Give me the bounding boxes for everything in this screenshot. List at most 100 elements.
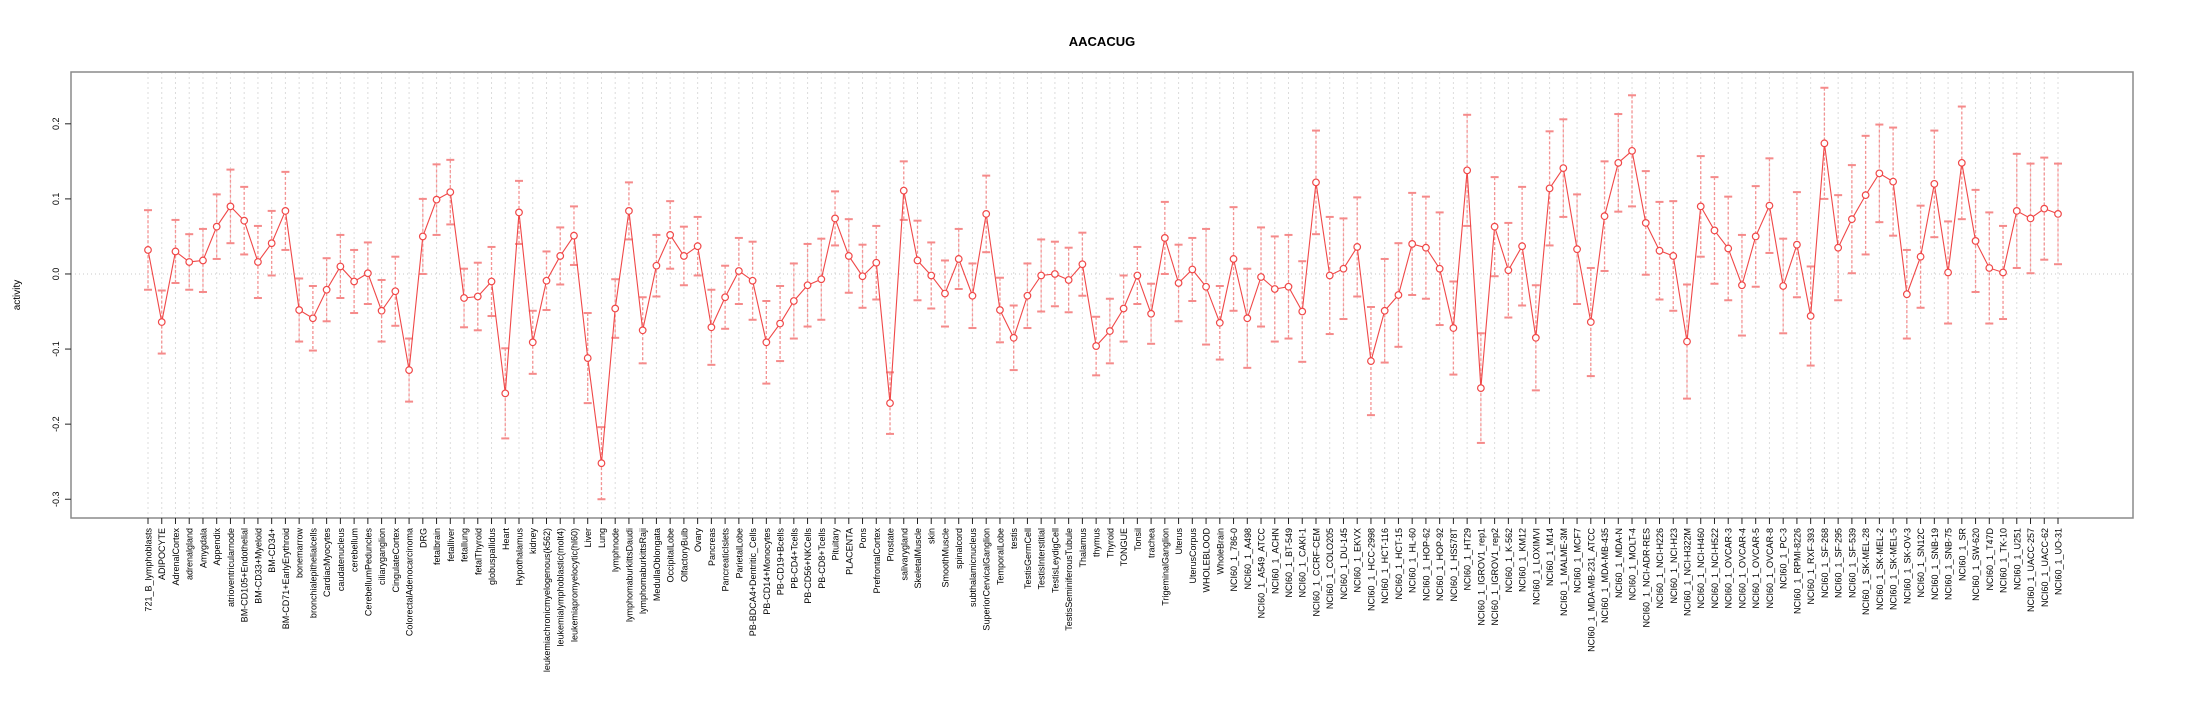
data-point: [308, 314, 317, 323]
x-tick-label: NCI60_1_MALME-3M: [1559, 528, 1569, 616]
data-point: [350, 277, 359, 286]
x-tick-label: fetalliver: [446, 528, 456, 562]
data-point: [322, 285, 331, 294]
data-point: [1614, 158, 1623, 167]
data-point: [803, 281, 812, 290]
x-tick-label: PB-CD19+Bcells: [776, 528, 786, 596]
x-tick-label: ColorectalAdenocarcinoma: [405, 528, 415, 636]
data-point: [1889, 177, 1898, 186]
x-tick-label: kidney: [528, 528, 538, 555]
x-tick-label: subthalamicnucleus: [968, 528, 978, 608]
data-point: [1435, 264, 1444, 273]
x-tick-label: NCI60_1_MOLT-4: [1628, 528, 1638, 600]
x-tick-label: fetalThyroid: [473, 528, 483, 575]
x-tick-label: OlfactoryBulb: [679, 528, 689, 582]
data-point: [1353, 243, 1362, 251]
x-tick-label: NCI60_1_DU-145: [1339, 528, 1349, 600]
x-tick-label: NCI60_1_SF-268: [1820, 528, 1830, 598]
x-tick-label: Pituitary: [831, 528, 841, 561]
data-point: [542, 276, 551, 285]
x-tick-label: NCI60_1_NCI-ADR-RES: [1641, 528, 1651, 628]
data-point: [1449, 324, 1458, 332]
x-tick-label: NCI60_1_NCI-H460: [1696, 528, 1706, 609]
data-point: [1751, 232, 1760, 241]
data-point: [1380, 306, 1389, 315]
data-point: [1861, 191, 1870, 200]
x-tick-label: NCI60_1_OVCAR-3: [1724, 528, 1734, 609]
x-tick-label: TONGUE: [1119, 528, 1129, 566]
data-point: [1037, 271, 1046, 280]
x-tick-label: TestisInterstitial: [1037, 528, 1047, 590]
data-point: [1257, 273, 1265, 281]
data-point: [1174, 279, 1183, 287]
x-tick-label: bronchialepithelialcells: [308, 528, 318, 619]
data-point: [1930, 179, 1939, 188]
y-tick-label: 0.0: [51, 268, 61, 281]
x-tick-label: NCI60_1_U251: [2012, 528, 2022, 590]
x-tick-label: trachea: [1147, 528, 1157, 558]
data-point: [185, 258, 194, 266]
data-point: [281, 207, 290, 215]
x-tick-label: NCI60_1_NCI-H23: [1669, 528, 1679, 604]
y-axis-label: activity: [12, 280, 23, 311]
x-tick-label: NCI60_1_UACC-62: [2040, 528, 2050, 607]
x-tick-label: CerebellumPeduncles: [363, 528, 373, 617]
data-point: [1133, 271, 1142, 280]
data-point: [487, 277, 496, 286]
x-tick-label: Thalamus: [1078, 528, 1088, 568]
data-point: [2026, 214, 2035, 223]
data-point: [817, 275, 826, 284]
x-tick-label: BM-CD71+EarlyErythroid: [281, 528, 291, 629]
x-tick-label: NCI60_1_IGROV1_rep1: [1476, 528, 1486, 626]
data-point: [460, 294, 468, 302]
x-tick-label: TestisLeydigCell: [1050, 528, 1060, 593]
data-point: [1985, 264, 1994, 272]
data-point: [1367, 357, 1375, 365]
x-tick-label: spinalcord: [954, 528, 964, 569]
x-tick-label: OccipitalLobe: [666, 528, 676, 583]
x-tick-label: MedullaOblongata: [652, 528, 662, 601]
x-tick-label: bonemarrow: [295, 528, 305, 579]
data-point: [776, 319, 784, 328]
data-point: [707, 323, 716, 332]
x-tick-label: NCI60_1_CCRF-CEM: [1311, 528, 1321, 617]
data-point: [1105, 327, 1114, 335]
x-tick-label: NCI60_1_T47D: [1985, 528, 1995, 591]
x-tick-label: NCI60_1_SK-OV-3: [1902, 528, 1912, 604]
data-point: [1119, 304, 1128, 313]
data-point: [583, 354, 592, 362]
x-tick-label: Thyroid: [1105, 528, 1115, 558]
x-tick-label: NCI60_1_COLO205: [1325, 528, 1335, 609]
x-tick-label: NCI60_1_ACHN: [1270, 528, 1280, 594]
x-tick-label: NCI60_1_HCT-15: [1394, 528, 1404, 600]
data-point: [1875, 169, 1884, 178]
data-point: [2012, 207, 2021, 215]
x-tick-label: PrefrontalCortex: [872, 528, 882, 594]
data-point: [254, 258, 262, 266]
data-point: [858, 272, 867, 281]
data-point: [144, 246, 152, 254]
x-tick-label: NCI60_1_HOP-92: [1435, 528, 1445, 601]
data-point: [638, 326, 647, 335]
x-tick-label: PLACENTA: [844, 528, 854, 575]
data-point: [1284, 282, 1293, 291]
y-tick-label: 0.1: [51, 193, 61, 206]
x-tick-label: NCI60_1_RXF-393: [1806, 528, 1816, 605]
data-point: [515, 208, 523, 217]
data-point: [693, 242, 702, 251]
x-tick-label: PB-CD56+NKCells: [803, 528, 813, 604]
x-tick-label: BM-CD34+: [267, 528, 277, 573]
data-point: [1422, 243, 1430, 252]
data-point: [611, 304, 620, 313]
x-tick-label: NCI60_1_MCF7: [1573, 528, 1583, 593]
data-point: [1902, 290, 1911, 299]
x-tick-label: NCI60_1_HT29: [1463, 528, 1473, 591]
x-tick-label: NCI60_1_MDA-MB-231_ATCC: [1586, 528, 1596, 652]
data-point: [734, 267, 743, 275]
data-point: [267, 239, 276, 248]
x-tick-label: WholeBrain: [1215, 528, 1225, 575]
data-point: [1270, 285, 1279, 293]
data-point: [1957, 158, 1966, 167]
x-tick-label: NCI60_1_MDA-MB-435: [1600, 528, 1610, 623]
